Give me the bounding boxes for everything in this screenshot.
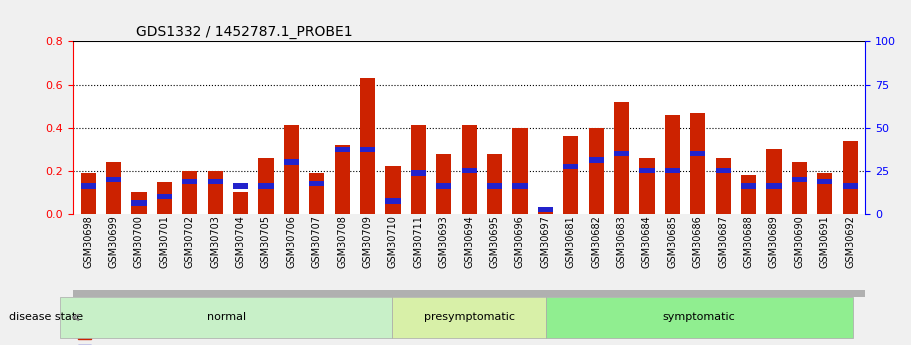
Bar [843, 183, 858, 189]
Bar [741, 175, 756, 214]
Bar [665, 168, 680, 174]
Bar [80, 183, 96, 189]
Bar [589, 128, 604, 214]
Bar [131, 200, 147, 206]
Bar [334, 147, 350, 152]
Bar [208, 171, 223, 214]
Bar [283, 126, 299, 214]
Bar [436, 154, 451, 214]
Bar [462, 126, 476, 214]
Bar [741, 183, 756, 189]
Bar [614, 151, 630, 156]
Bar [563, 136, 578, 214]
Bar [512, 183, 527, 189]
Text: symptomatic: symptomatic [663, 313, 736, 322]
Bar [537, 209, 553, 214]
Bar [766, 149, 782, 214]
Bar [157, 194, 172, 199]
Bar [106, 177, 121, 182]
FancyBboxPatch shape [60, 297, 393, 338]
Bar [259, 183, 273, 189]
Bar [436, 183, 451, 189]
Bar [817, 173, 833, 214]
Bar [715, 168, 731, 174]
Bar [309, 181, 324, 186]
Bar [360, 147, 375, 152]
Bar [334, 145, 350, 214]
Bar [259, 158, 273, 214]
Bar [614, 102, 630, 214]
Bar [589, 157, 604, 163]
Text: GDS1332 / 1452787.1_PROBE1: GDS1332 / 1452787.1_PROBE1 [137, 25, 353, 39]
FancyBboxPatch shape [546, 297, 853, 338]
Bar [843, 141, 858, 214]
Bar [563, 164, 578, 169]
FancyBboxPatch shape [73, 290, 865, 297]
Bar [766, 183, 782, 189]
FancyBboxPatch shape [393, 297, 546, 338]
Bar [106, 162, 121, 214]
Bar [360, 78, 375, 214]
Bar [182, 179, 198, 184]
Legend: transformed count, percentile rank within the sample: transformed count, percentile rank withi… [78, 330, 275, 345]
Text: disease state: disease state [9, 313, 83, 322]
Bar [487, 183, 502, 189]
Bar [640, 158, 655, 214]
Bar [309, 173, 324, 214]
Text: presymptomatic: presymptomatic [424, 313, 515, 322]
Bar [512, 128, 527, 214]
Bar [208, 179, 223, 184]
Bar [462, 168, 476, 174]
Bar [691, 112, 705, 214]
Bar [792, 162, 807, 214]
Bar [665, 115, 680, 214]
Bar [385, 167, 401, 214]
Bar [157, 181, 172, 214]
Bar [792, 177, 807, 182]
Bar [233, 183, 248, 189]
Bar [283, 159, 299, 165]
Bar [233, 193, 248, 214]
Bar [131, 193, 147, 214]
Bar [385, 198, 401, 204]
Bar [182, 171, 198, 214]
Bar [691, 151, 705, 156]
Bar [817, 179, 833, 184]
Bar [80, 173, 96, 214]
Text: normal: normal [207, 313, 246, 322]
Bar [411, 170, 426, 176]
Bar [411, 126, 426, 214]
Bar [537, 207, 553, 212]
Bar [487, 154, 502, 214]
Bar [715, 158, 731, 214]
Bar [640, 168, 655, 174]
